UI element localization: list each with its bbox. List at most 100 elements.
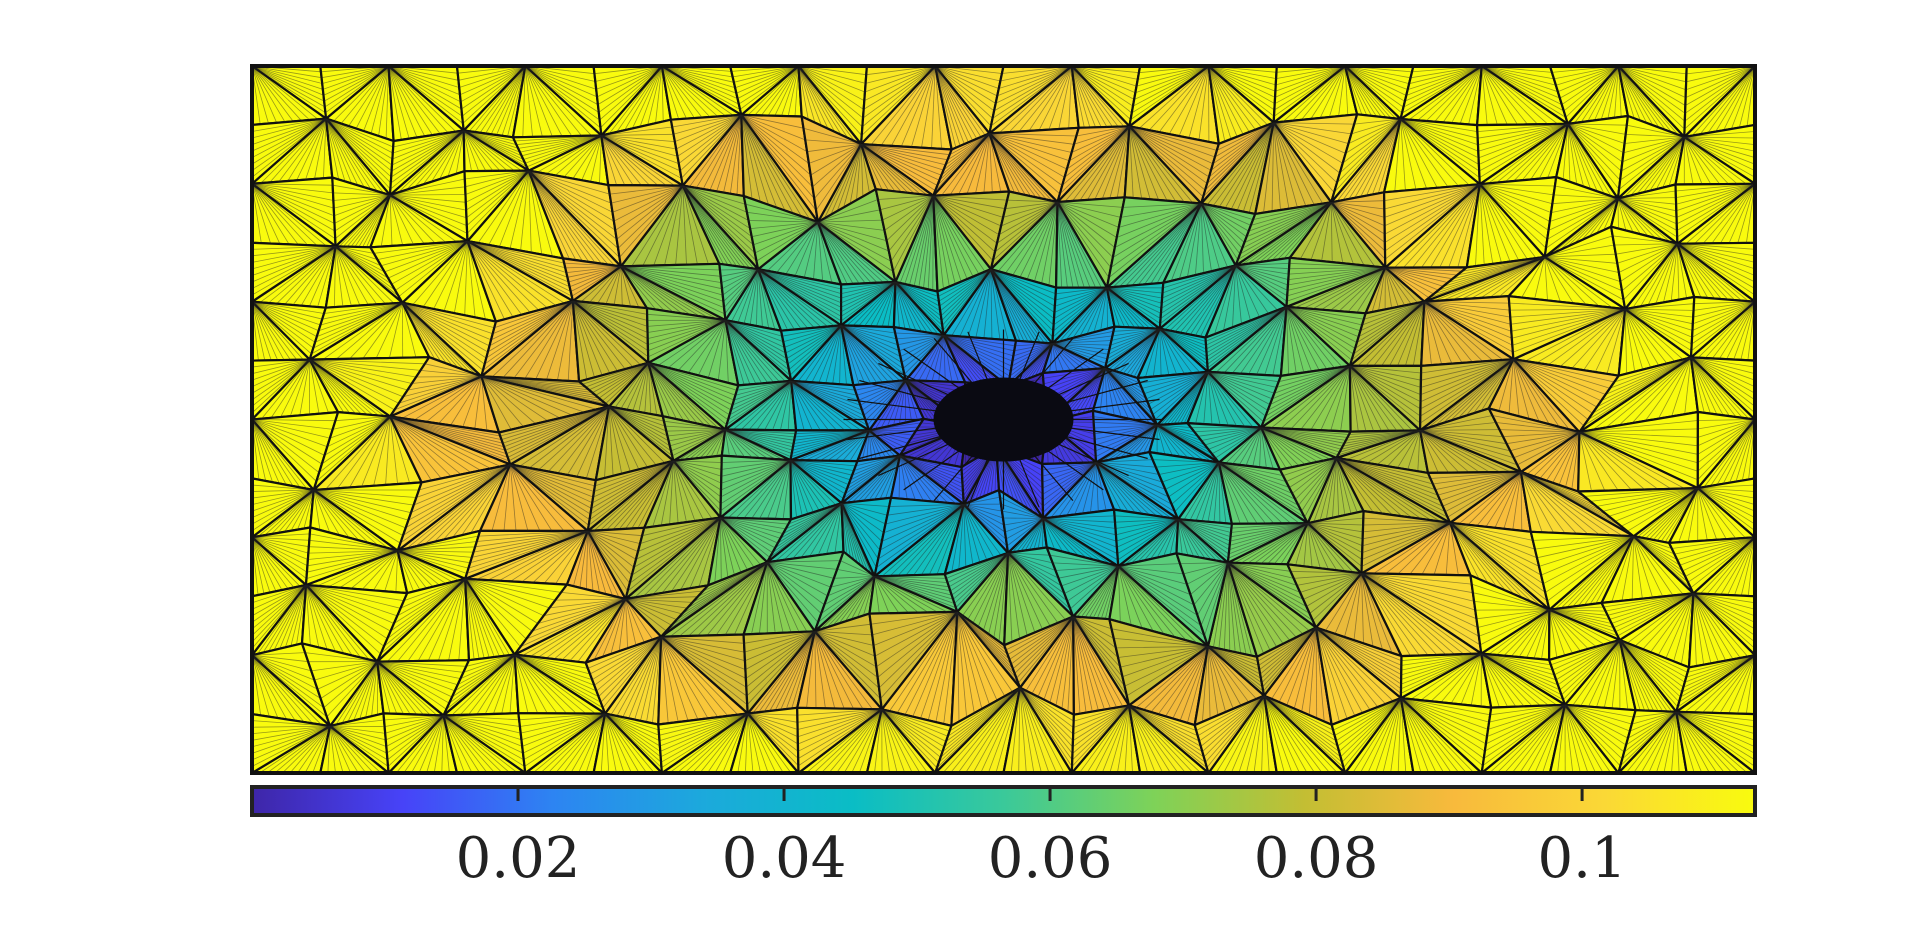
mesh-refinement-line [1159,328,1208,361]
mesh-refinement-line [276,246,336,304]
mesh-triangle [1003,615,1075,689]
mesh-refinement-line [387,578,466,640]
mesh-refinement-line [934,66,995,112]
mesh-triangle [252,358,311,421]
mesh-refinement-line [940,268,992,312]
mesh-refinement-line [1512,308,1626,353]
mesh-refinement-line [1052,287,1108,338]
mesh-triangle [1175,552,1230,648]
mesh-refinement-line [673,460,722,498]
mesh-refinement-line [647,319,726,345]
mesh-refinement-line [463,130,480,172]
mesh-refinement-line [391,130,464,166]
mesh-refinement-line [1693,593,1755,604]
mesh-refinement-line [528,170,570,260]
mesh-refinement-line [877,611,958,678]
mesh-refinement-line [1227,562,1264,654]
mesh-refinement-line [860,143,940,181]
mesh-refinement-line [1618,66,1666,131]
mesh-refinement-line [1118,565,1188,585]
mesh-refinement-line [1690,357,1737,418]
mesh-refinement-line [886,380,907,427]
mesh-refinement-line [528,170,612,204]
mesh-refinement-line [252,584,307,604]
mesh-refinement-line [660,713,748,763]
mesh-refinement-line [1699,66,1755,135]
mesh-refinement-line [1711,301,1755,359]
mesh-refinement-line [647,313,726,321]
mesh-refinement-line [318,302,403,332]
mesh-refinement-line [1007,552,1066,620]
mesh-refinement-line [856,144,862,201]
mesh-refinement-line [306,550,398,573]
mesh-refinement-line [1349,365,1382,432]
mesh-refinement-line [389,194,467,219]
mesh-refinement-line [1697,419,1755,438]
mesh-refinement-line [1476,609,1550,620]
mesh-refinement-line [252,301,272,361]
mesh-refinement-line [875,281,896,327]
mesh-refinement-line [1248,306,1287,375]
mesh-refinement-line [850,455,901,481]
mesh-refinement-line [1687,488,1699,542]
mesh-refinement-line [593,460,674,498]
mesh-refinement-line [411,715,444,773]
mesh-refinement-line [1223,695,1265,773]
mesh-refinement-line [725,319,774,383]
mesh-triangle [997,489,1045,555]
mesh-refinement-line [1307,523,1329,570]
mesh-refinement-line [314,302,403,343]
mesh-refinement-line [791,380,863,411]
mesh-refinement-line [720,517,778,544]
mesh-refinement-line [601,135,678,157]
mesh-refinement-line [1007,552,1059,624]
mesh-refinement-line [572,300,648,327]
mesh-refinement-line [1160,371,1209,426]
mesh-refinement-line [1489,704,1566,773]
mesh-refinement-line [1315,627,1379,708]
mesh-refinement-line [620,266,723,296]
mesh-refinement-line [1260,427,1274,470]
mesh-refinement-line [1579,431,1698,481]
mesh-refinement-line [904,611,958,715]
mesh-refinement-line [582,362,649,385]
mesh-refinement-line [252,245,336,250]
mesh-refinement-line [285,584,307,648]
mesh-refinement-line [1567,123,1627,126]
mesh-refinement-line [1442,66,1483,123]
mesh-refinement-line [1139,66,1209,129]
mesh-refinement-line [1082,462,1097,514]
mesh-refinement-line [1007,552,1028,636]
mesh-refinement-line [661,66,687,119]
mesh-refinement-line [620,266,725,308]
mesh-refinement-line [465,578,544,617]
mesh-refinement-line [1618,66,1635,119]
mesh-refinement-line [481,376,549,422]
mesh-refinement-line [757,268,828,327]
mesh-refinement-line [252,489,314,519]
mesh-refinement-line [1478,609,1550,637]
mesh-refinement-line [661,66,734,83]
mesh-refinement-line [874,576,890,614]
mesh-refinement-line [1065,287,1108,341]
mesh-refinement-line [1331,200,1385,203]
mesh-refinement-line [1073,705,1130,735]
mesh-refinement-line [305,584,345,654]
mesh-refinement-line [1246,201,1332,238]
mesh-refinement-line [1700,537,1755,594]
mesh-refinement-line [1159,328,1208,369]
mesh-refinement-line [339,194,391,247]
mesh-refinement-line [385,416,391,485]
mesh-refinement-line [446,654,515,710]
mesh-refinement-line [1449,522,1541,607]
mesh-refinement-line [661,66,738,99]
mesh-refinement-line [1072,705,1130,741]
mesh-refinement-line [481,376,488,431]
mesh-refinement-line [1697,488,1708,541]
mesh-refinement-line [274,725,331,773]
mesh-refinement-line [747,66,799,116]
mesh-refinement-line [402,302,453,366]
mesh-refinement-line [463,130,472,172]
mesh-refinement-line [624,66,663,131]
mesh-refinement-line [1177,518,1206,559]
